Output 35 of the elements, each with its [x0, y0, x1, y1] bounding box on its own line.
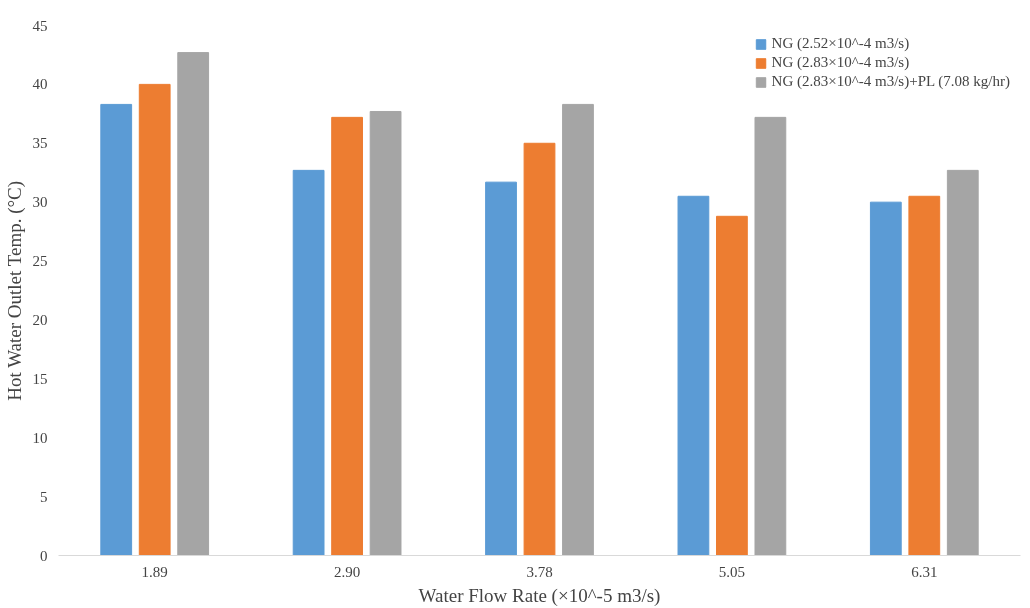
bar [754, 116, 787, 556]
bar [677, 195, 710, 556]
bar [562, 103, 594, 556]
y-tick-label: 35 [32, 135, 48, 152]
bar [292, 169, 325, 556]
y-tick-label: 25 [32, 253, 48, 270]
y-tick-label: 45 [32, 17, 48, 34]
y-tick-label: 10 [32, 429, 48, 446]
x-tick-label: 2.90 [333, 563, 361, 580]
bar [177, 52, 210, 556]
y-tick-label: 15 [32, 370, 48, 387]
bar [869, 201, 902, 556]
y-tick-label: 30 [32, 194, 48, 211]
y-tick-label: 40 [32, 76, 48, 93]
y-tick-label: 5 [40, 488, 48, 505]
x-tick-label: 3.78 [526, 563, 553, 580]
bar [716, 215, 748, 556]
legend-label: NG (2.83×10^-4 m3/s) [771, 54, 910, 71]
bar [485, 181, 517, 556]
bar [369, 110, 402, 556]
bar [138, 83, 171, 556]
x-axis-title: Water Flow Rate (×10^-5 m3/s) [418, 584, 661, 607]
legend-label: NG (2.83×10^-4 m3/s)+PL (7.08 kg/hr) [771, 73, 1010, 90]
x-tick-label: 1.89 [141, 563, 168, 580]
y-tick-label: 0 [40, 547, 48, 564]
bar [523, 142, 556, 556]
y-tick-label: 20 [32, 311, 48, 328]
bar [908, 195, 941, 556]
legend-label: NG (2.52×10^-4 m3/s) [771, 35, 910, 52]
bar [100, 103, 133, 556]
x-tick-label: 6.31 [911, 563, 938, 580]
x-tick-label: 5.05 [718, 563, 746, 580]
bar [331, 116, 363, 556]
bar [946, 169, 979, 556]
y-axis-title: Hot Water Outlet Temp. (°C) [3, 180, 26, 401]
